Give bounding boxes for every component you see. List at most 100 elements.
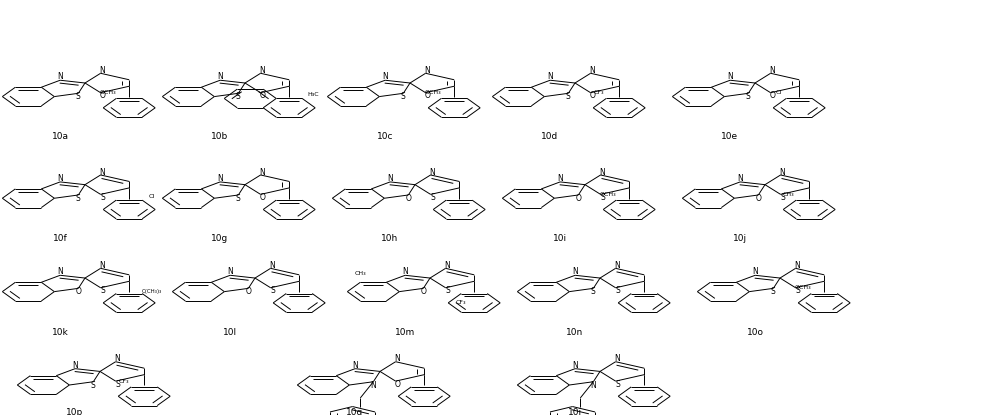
Text: N: N (770, 66, 775, 75)
Text: N: N (217, 72, 223, 81)
Text: N: N (57, 174, 63, 183)
Text: N: N (572, 267, 578, 276)
Text: 10l: 10l (223, 327, 237, 337)
Text: O: O (770, 91, 776, 100)
Text: S: S (615, 380, 620, 388)
Text: N: N (557, 174, 563, 183)
Text: S: S (115, 380, 120, 388)
Text: O: O (395, 380, 401, 388)
Text: CH₃: CH₃ (783, 192, 794, 197)
Text: S: S (270, 286, 275, 295)
Text: O: O (260, 91, 266, 100)
Text: N: N (402, 267, 408, 276)
Text: OCH₃: OCH₃ (425, 90, 442, 95)
Text: OCH₃: OCH₃ (795, 286, 812, 290)
Text: Cl: Cl (148, 194, 154, 199)
Text: N: N (590, 381, 596, 390)
Text: S: S (100, 286, 105, 295)
Text: O: O (575, 194, 581, 203)
Text: N: N (352, 361, 358, 370)
Text: N: N (100, 261, 105, 270)
Text: S: S (591, 287, 596, 296)
Text: 10d: 10d (541, 132, 559, 142)
Text: 10e: 10e (721, 132, 739, 142)
Text: 10i: 10i (553, 234, 567, 243)
Text: N: N (780, 168, 785, 176)
Text: OCH₃: OCH₃ (100, 90, 117, 95)
Text: S: S (566, 92, 571, 101)
Text: S: S (236, 92, 241, 101)
Text: N: N (260, 66, 265, 75)
Text: S: S (795, 286, 800, 295)
Text: S: S (615, 286, 620, 295)
Text: 10b: 10b (211, 132, 229, 142)
Text: N: N (445, 261, 450, 270)
Text: S: S (76, 194, 81, 203)
Text: 10c: 10c (377, 132, 393, 142)
Text: O: O (420, 287, 426, 296)
Text: N: N (615, 354, 620, 363)
Text: O: O (405, 194, 411, 203)
Text: N: N (260, 168, 265, 176)
Text: S: S (236, 194, 241, 203)
Text: N: N (752, 267, 758, 276)
Text: N: N (600, 168, 605, 176)
Text: O: O (260, 193, 266, 202)
Text: N: N (547, 72, 553, 81)
Text: 10m: 10m (395, 327, 415, 337)
Text: S: S (445, 286, 450, 295)
Text: 10o: 10o (746, 327, 764, 337)
Text: S: S (401, 92, 406, 101)
Text: N: N (387, 174, 393, 183)
Text: N: N (100, 168, 105, 176)
Text: 10q: 10q (346, 408, 364, 415)
Text: N: N (727, 72, 733, 81)
Text: CF₃: CF₃ (118, 379, 129, 384)
Text: CH₃: CH₃ (355, 271, 366, 276)
Text: S: S (771, 287, 776, 296)
Text: S: S (430, 193, 435, 202)
Text: O: O (100, 91, 106, 100)
Text: O: O (755, 194, 761, 203)
Text: Cl: Cl (775, 90, 781, 95)
Text: S: S (600, 193, 605, 202)
Text: O: O (75, 287, 81, 296)
Text: N: N (115, 354, 120, 363)
Text: N: N (430, 168, 435, 176)
Text: N: N (737, 174, 743, 183)
Text: 10p: 10p (66, 408, 84, 415)
Text: S: S (76, 92, 81, 101)
Text: N: N (425, 66, 430, 75)
Text: N: N (72, 361, 78, 370)
Text: N: N (270, 261, 275, 270)
Text: 10a: 10a (52, 132, 68, 142)
Text: 10k: 10k (52, 327, 68, 337)
Text: N: N (615, 261, 620, 270)
Text: C(CH₃)₃: C(CH₃)₃ (142, 289, 162, 294)
Text: O: O (425, 91, 431, 100)
Text: CF₃: CF₃ (456, 300, 466, 305)
Text: H₃C: H₃C (308, 92, 319, 97)
Text: 10g: 10g (211, 234, 229, 243)
Text: N: N (100, 66, 105, 75)
Text: S: S (91, 381, 96, 390)
Text: N: N (57, 267, 63, 276)
Text: S: S (780, 193, 785, 202)
Text: N: N (227, 267, 233, 276)
Text: 10j: 10j (733, 234, 747, 243)
Text: N: N (795, 261, 800, 270)
Text: 10h: 10h (381, 234, 399, 243)
Text: N: N (590, 66, 595, 75)
Text: 10f: 10f (53, 234, 67, 243)
Text: S: S (100, 193, 105, 202)
Text: OCH₃: OCH₃ (600, 192, 617, 197)
Text: N: N (395, 354, 400, 363)
Text: O: O (245, 287, 251, 296)
Text: N: N (370, 381, 376, 390)
Text: S: S (746, 92, 751, 101)
Text: CF₃: CF₃ (593, 90, 604, 95)
Text: N: N (57, 72, 63, 81)
Text: N: N (382, 72, 388, 81)
Text: N: N (572, 361, 578, 370)
Text: N: N (217, 174, 223, 183)
